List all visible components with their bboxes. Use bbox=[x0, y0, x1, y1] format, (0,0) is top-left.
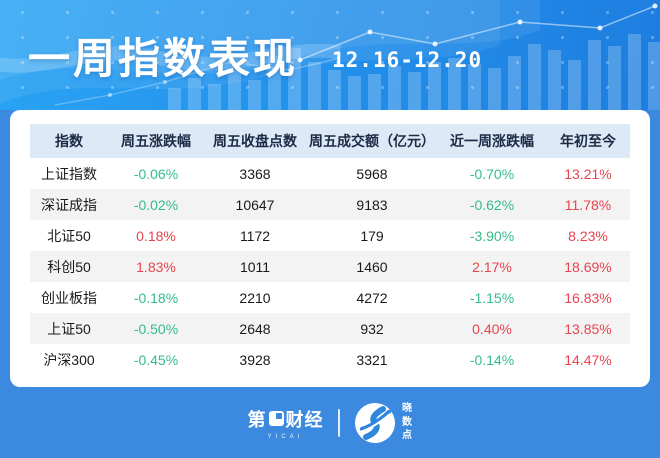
xiaoshudian-circle-icon bbox=[354, 402, 395, 443]
table-row: 上证指数 -0.06% 3368 5968 -0.70% 13.21% bbox=[30, 158, 630, 189]
table-cell: 3368 bbox=[239, 165, 271, 182]
table-cell: -1.15% bbox=[469, 289, 515, 306]
table-cell: -0.62% bbox=[469, 196, 515, 213]
yicai-logo: 第 财经 YICAI bbox=[248, 406, 324, 440]
table-cell: 沪深300 bbox=[43, 351, 95, 368]
table-cell: 3321 bbox=[356, 351, 388, 368]
date-range: 12.16-12.20 bbox=[332, 48, 483, 72]
table-row: 科创50 1.83% 1011 1460 2.17% 18.69% bbox=[30, 251, 630, 282]
table-header-row: 指数 周五涨跌幅 周五收盘点数 周五成交额（亿元） 近一周涨跌幅 年初至今 bbox=[30, 124, 630, 158]
table-head: 指数 周五涨跌幅 周五收盘点数 周五成交额（亿元） 近一周涨跌幅 年初至今 bbox=[30, 124, 630, 158]
column-header: 周五收盘点数 bbox=[213, 133, 297, 149]
table-cell: 0.18% bbox=[136, 227, 176, 244]
table-cell: 10647 bbox=[235, 196, 275, 213]
table-row: 创业板指 -0.18% 2210 4272 -1.15% 16.83% bbox=[30, 282, 630, 313]
table-cell: 深证成指 bbox=[41, 196, 97, 213]
table-cell: -0.45% bbox=[133, 351, 179, 368]
table-cell: 14.47% bbox=[564, 351, 612, 368]
column-header: 近一周涨跌幅 bbox=[450, 133, 534, 149]
yicai-screen-icon bbox=[268, 411, 284, 426]
table-cell: -3.90% bbox=[469, 227, 515, 244]
column-header: 指数 bbox=[55, 133, 83, 149]
table-cell: 932 bbox=[360, 320, 384, 337]
footer: 第 财经 YICAI 晓数点 bbox=[0, 387, 660, 458]
table-cell: 4272 bbox=[356, 289, 388, 306]
xiaoshudian-label: 晓数点 bbox=[402, 403, 412, 442]
table-body: 上证指数 -0.06% 3368 5968 -0.70% 13.21% 深证成指 -0.02%… bbox=[30, 158, 630, 375]
column-header: 年初至今 bbox=[560, 133, 616, 149]
table-cell: 北证50 bbox=[47, 227, 91, 244]
table-cell: 13.21% bbox=[564, 165, 612, 182]
table-row: 北证50 0.18% 1172 179 -3.90% 8.23% bbox=[30, 220, 630, 251]
column-header: 周五成交额（亿元） bbox=[309, 133, 435, 149]
banner-content: 一周指数表现 12.16-12.20 bbox=[28, 0, 482, 110]
table-row: 沪深300 -0.45% 3928 3321 -0.14% 14.47% bbox=[30, 344, 630, 375]
logo-divider bbox=[337, 408, 340, 437]
banner: 一周指数表现 12.16-12.20 bbox=[0, 0, 660, 110]
table-cell: 8.23% bbox=[568, 227, 608, 244]
table-cell: 2648 bbox=[239, 320, 271, 337]
table-cell: 上证指数 bbox=[41, 165, 97, 182]
table-cell: 18.69% bbox=[564, 258, 612, 275]
index-performance-table: 指数 周五涨跌幅 周五收盘点数 周五成交额（亿元） 近一周涨跌幅 年初至今 上证指数 -0.… bbox=[30, 124, 630, 375]
banner-decoration-chart bbox=[0, 0, 660, 110]
table-cell: -0.18% bbox=[133, 289, 179, 306]
table-cell: -0.14% bbox=[469, 351, 515, 368]
yicai-logo-prefix: 第 bbox=[247, 409, 267, 430]
table-cell: 0.40% bbox=[472, 320, 512, 337]
table-cell: 1011 bbox=[239, 258, 271, 275]
table-cell: 179 bbox=[360, 227, 384, 244]
table-cell: 1460 bbox=[356, 258, 388, 275]
table-row: 深证成指 -0.02% 10647 9183 -0.62% 11.78% bbox=[30, 189, 630, 220]
table-cell: 3928 bbox=[239, 351, 271, 368]
table-cell: 2.17% bbox=[472, 258, 512, 275]
table-cell: 9183 bbox=[356, 196, 388, 213]
xiaoshudian-logo: 晓数点 bbox=[354, 402, 413, 444]
table-cell: 1.83% bbox=[136, 258, 176, 275]
yicai-logo-text: 第 财经 bbox=[248, 406, 324, 432]
table-cell: 创业板指 bbox=[41, 289, 97, 306]
table-cell: 上证50 bbox=[47, 320, 91, 337]
table-cell: 2210 bbox=[239, 289, 271, 306]
table-cell: -0.70% bbox=[469, 165, 515, 182]
table-cell: 科创50 bbox=[47, 258, 91, 275]
yicai-logo-subtext: YICAI bbox=[267, 433, 304, 440]
page-title: 一周指数表现 bbox=[28, 34, 299, 82]
table-cell: 16.83% bbox=[564, 289, 612, 306]
table-cell: 13.85% bbox=[564, 320, 612, 337]
table-cell: 1172 bbox=[239, 227, 271, 244]
table-cell: 11.78% bbox=[564, 196, 612, 213]
table-cell: -0.02% bbox=[133, 196, 179, 213]
table-cell: -0.06% bbox=[133, 165, 179, 182]
table-card: 指数 周五涨跌幅 周五收盘点数 周五成交额（亿元） 近一周涨跌幅 年初至今 上证指数 -0.… bbox=[10, 110, 650, 387]
table-row: 上证50 -0.50% 2648 932 0.40% 13.85% bbox=[30, 313, 630, 344]
table-cell: 5968 bbox=[356, 165, 388, 182]
table-cell: -0.50% bbox=[133, 320, 179, 337]
yicai-logo-suffix: 财经 bbox=[285, 409, 324, 430]
column-header: 周五涨跌幅 bbox=[121, 133, 191, 149]
